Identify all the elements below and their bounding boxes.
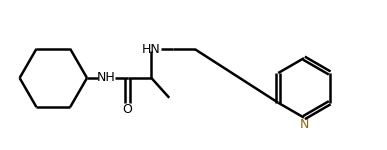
Text: HN: HN <box>142 43 161 56</box>
Text: N: N <box>299 118 309 130</box>
Text: NH: NH <box>96 71 115 84</box>
Text: O: O <box>123 103 133 116</box>
